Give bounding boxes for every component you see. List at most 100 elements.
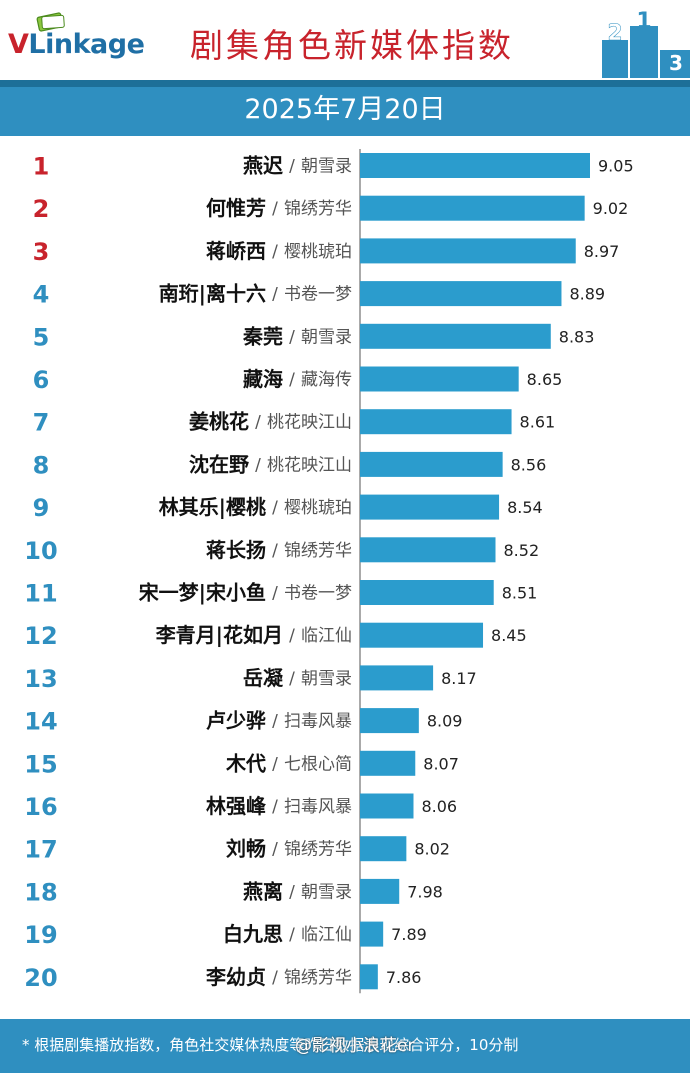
name-separator: / (272, 584, 278, 604)
bar-12 (360, 622, 484, 648)
rank-number: 5 (33, 323, 50, 351)
name-separator: / (272, 498, 278, 518)
character-name: 林强峰 (206, 794, 266, 818)
rank-number: 6 (33, 366, 50, 394)
rank-number: 2 (33, 195, 50, 223)
character-name: 李青月|花如月 (155, 623, 283, 647)
show-title: 临江仙 (301, 626, 352, 646)
show-title: 书卷一梦 (284, 584, 352, 604)
podium-label-3: 3 (669, 51, 683, 75)
date-bar-stripe (0, 80, 690, 87)
value-label: 8.61 (520, 413, 556, 432)
rank-number: 13 (24, 665, 57, 693)
podium-label-2: 2 (607, 21, 622, 46)
name-separator: / (289, 626, 295, 646)
name-separator: / (272, 712, 278, 732)
character-name: 岳凝 (243, 666, 284, 690)
name-separator: / (272, 242, 278, 262)
show-title: 樱桃琥珀 (284, 498, 352, 518)
bar-20 (360, 964, 378, 990)
rank-number: 8 (33, 451, 50, 479)
date-bar: 2025年7月20日 (0, 80, 690, 136)
name-separator: / (272, 285, 278, 305)
show-title: 朝雪录 (301, 669, 352, 689)
ranking-chart: 1 朝雪录 / 燕迟 9.05 2 锦绣芳华 / 何惟芳 9.02 3 樱桃琥珀 / 蒋峤西 8.97 4 书卷… (24, 149, 634, 994)
show-title: 桃花映江山 (267, 455, 352, 475)
value-label: 7.98 (407, 882, 443, 901)
value-label: 8.97 (584, 242, 620, 261)
character-name: 燕迟 (243, 154, 283, 178)
logo-rest: Linkage (28, 29, 145, 60)
name-separator: / (289, 669, 295, 689)
name-separator: / (272, 968, 278, 988)
bar-5 (360, 323, 551, 349)
character-name: 姜桃花 (189, 410, 249, 434)
character-name: 蒋峤西 (206, 239, 266, 263)
name-separator: / (272, 199, 278, 219)
bar-7 (360, 409, 512, 435)
rank-number: 12 (24, 622, 57, 650)
rank-number: 17 (24, 836, 57, 864)
bar-14 (360, 708, 419, 734)
rank-number: 1 (33, 153, 50, 181)
logo-v: V (8, 29, 29, 60)
bar-1 (360, 153, 590, 178)
character-name: 沈在野 (189, 452, 249, 476)
character-name: 卢少骅 (206, 709, 266, 733)
show-title: 扫毒风暴 (284, 712, 352, 732)
value-label: 8.54 (507, 498, 543, 517)
chart-date: 2025年7月20日 (244, 94, 446, 125)
name-separator: / (289, 925, 295, 945)
character-name: 燕离 (243, 879, 283, 903)
value-label: 8.45 (491, 626, 527, 645)
bar-8 (360, 451, 503, 477)
name-separator: / (289, 327, 295, 347)
bar-16 (360, 793, 414, 819)
rank-number: 7 (33, 409, 50, 437)
value-label: 8.17 (441, 669, 477, 688)
show-title: 朝雪录 (301, 882, 352, 902)
show-title: 书卷一梦 (284, 285, 352, 305)
value-label: 8.83 (559, 327, 595, 346)
character-name: 木代 (225, 751, 266, 775)
watermark: @影视小浪花er (295, 1036, 415, 1056)
character-name: 蒋长扬 (206, 538, 266, 562)
character-name: 何惟芳 (206, 196, 266, 220)
podium-label-1: 1 (636, 10, 651, 34)
footnote: * 根据剧集播放指数，角色社交媒体热度等昨日数据表现综合评分，10分制 (22, 1036, 519, 1054)
header: VLinkage 剧集角色新媒体指数 2 1 3 (0, 0, 690, 80)
value-label: 8.07 (423, 754, 459, 773)
bar-4 (360, 281, 562, 307)
name-separator: / (272, 797, 278, 817)
value-label: 9.02 (593, 199, 629, 218)
name-separator: / (272, 840, 278, 860)
value-label: 8.02 (414, 840, 450, 859)
character-name: 林其乐|樱桃 (159, 495, 266, 519)
podium-icon: 2 1 3 (602, 10, 690, 78)
character-name: 李幼贞 (205, 965, 266, 989)
show-title: 扫毒风暴 (284, 797, 352, 817)
rank-number: 10 (24, 537, 57, 565)
character-name: 白九思 (223, 922, 283, 946)
character-name: 刘畅 (226, 837, 266, 861)
rank-number: 14 (24, 708, 57, 736)
name-separator: / (272, 754, 278, 774)
name-separator: / (289, 882, 295, 902)
page-title: 剧集角色新媒体指数 (190, 26, 514, 65)
show-title: 锦绣芳华 (284, 840, 352, 860)
character-name: 南珩|离十六 (159, 282, 266, 306)
value-label: 7.86 (386, 968, 422, 987)
rank-number: 19 (24, 921, 57, 949)
logo: VLinkage (8, 29, 145, 60)
value-label: 8.09 (427, 712, 463, 731)
show-title: 锦绣芳华 (284, 968, 352, 988)
value-label: 8.56 (511, 455, 547, 474)
bar-11 (360, 580, 494, 605)
name-separator: / (272, 541, 278, 561)
bar-2 (360, 195, 585, 221)
value-label: 9.05 (598, 157, 634, 176)
show-title: 樱桃琥珀 (284, 242, 352, 262)
bar-9 (360, 494, 500, 520)
character-name: 秦莞 (242, 324, 283, 348)
rank-number: 11 (24, 580, 57, 608)
